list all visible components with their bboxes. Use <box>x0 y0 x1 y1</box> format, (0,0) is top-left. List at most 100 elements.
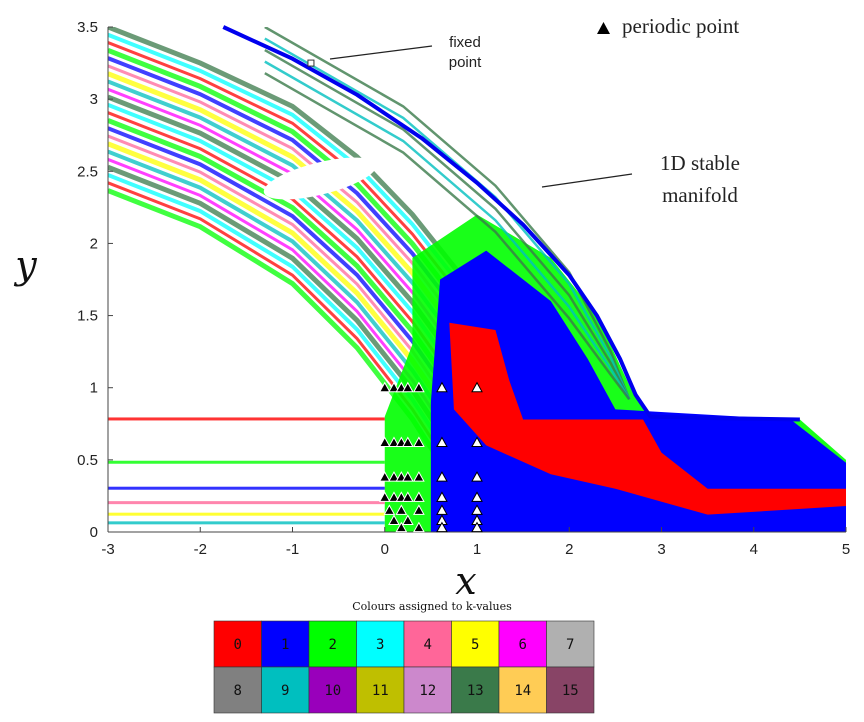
periodic-point-marker <box>401 491 414 502</box>
basin-streak <box>108 417 385 421</box>
legend-label: periodic point <box>622 14 739 38</box>
periodic-point-marker <box>413 471 425 482</box>
periodic-point-marker <box>388 381 400 393</box>
periodic-point-marker <box>436 436 448 448</box>
x-tick-label: 1 <box>473 541 481 558</box>
periodic-point-marker <box>395 521 408 533</box>
colorbar-cell-label: 1 <box>281 637 289 653</box>
basin-band <box>264 27 631 400</box>
colorbar-cell <box>261 666 310 714</box>
periodic-point-marker <box>401 436 414 448</box>
fixed-point-label-line1: fixed <box>449 34 481 51</box>
x-tick-label: -3 <box>101 541 114 558</box>
colorbar-cell-label: 9 <box>281 683 289 699</box>
basin-band <box>264 72 631 401</box>
periodic-point-marker <box>401 471 414 482</box>
periodic-point-marker <box>413 381 425 393</box>
colorbar-cell <box>451 666 500 714</box>
periodic-point-marker <box>471 381 483 393</box>
periodic-point-marker <box>413 504 425 515</box>
y-tick-label: 0.5 <box>77 452 98 469</box>
colorbar-cell <box>356 666 405 714</box>
colorbar-cell-label: 8 <box>234 683 242 699</box>
periodic-point-marker <box>471 471 483 482</box>
basin-band <box>264 37 631 400</box>
periodic-point-marker <box>388 491 400 502</box>
x-tick-label: 3 <box>657 541 665 558</box>
basin-streak <box>108 512 385 516</box>
colorbar-cells: 0 1 2 3 4 5 6 78 9 10 11 12 13 14 15 <box>213 620 595 714</box>
colorbar-title: Colours assigned to k-values <box>352 600 512 613</box>
colorbar-cell-label: 14 <box>514 683 531 699</box>
colorbar-cell-label: 5 <box>471 637 479 653</box>
basin-streak <box>108 486 385 490</box>
colorbar-cell-label: 11 <box>372 683 389 699</box>
manifold-annotation: 1D stable manifold <box>541 151 740 207</box>
y-tick-label: 0 <box>90 524 98 541</box>
colorbar-cell-label: 2 <box>329 637 337 653</box>
colorbar-cell <box>356 620 405 668</box>
manifold-label-line1: 1D stable <box>660 151 740 175</box>
colorbar-cell-label: 13 <box>467 683 484 699</box>
colorbar-cell <box>546 620 595 668</box>
x-tick-label: -2 <box>194 541 207 558</box>
colorbar-cell-label: 15 <box>562 683 579 699</box>
basin-streak <box>108 501 385 505</box>
periodic-point-marker <box>378 436 391 448</box>
colorbar-cell <box>498 620 547 668</box>
periodic-point-marker <box>471 491 483 502</box>
y-tick-label: 1 <box>90 380 98 397</box>
fixed-point-pointer <box>329 45 433 60</box>
y-tick-label: 3 <box>90 91 98 108</box>
basin-region <box>449 322 846 515</box>
x-tick-label: 2 <box>565 541 573 558</box>
x-tick-label: 4 <box>750 541 758 558</box>
y-tick-label: 3.5 <box>77 19 98 36</box>
periodic-point-marker <box>436 491 448 502</box>
colorbar-cell-label: 7 <box>566 637 574 653</box>
x-tick-label: -1 <box>286 541 299 558</box>
periodic-point-marker <box>471 521 483 533</box>
periodic-point-marker <box>378 381 391 393</box>
periodic-point-marker <box>388 471 400 482</box>
colorbar-cell-label: 4 <box>424 637 432 653</box>
colorbar-cell-label: 0 <box>234 637 242 653</box>
periodic-point-marker <box>436 381 448 393</box>
stable-manifold-curve <box>222 25 800 422</box>
basin-regions <box>108 27 846 532</box>
fixed-point-label-line2: point <box>449 54 482 71</box>
legend-triangle-icon <box>597 22 610 34</box>
periodic-point-marker <box>388 436 400 448</box>
manifold-pointer <box>541 173 633 188</box>
fixed-point-marker <box>307 59 315 67</box>
legend: periodic point <box>597 14 739 38</box>
periodic-point-marker <box>413 491 425 502</box>
periodic-point-marker <box>395 504 408 515</box>
basin-band <box>264 49 631 400</box>
x-tick-label: 5 <box>842 541 850 558</box>
periodic-point-marker <box>401 514 414 525</box>
periodic-point-marker <box>388 514 400 525</box>
y-axis-label: y <box>13 243 37 287</box>
periodic-point-marker <box>378 471 391 482</box>
periodic-points-layer <box>378 381 483 533</box>
colorbar: Colours assigned to k-values 0 1 2 3 4 5 6 78 9 1… <box>213 600 595 714</box>
periodic-point-marker <box>383 504 396 515</box>
x-axis-label: x <box>455 559 476 603</box>
y-tick-label: 2.5 <box>77 163 98 180</box>
y-tick-label: 1.5 <box>77 308 98 325</box>
x-ticks: -3 -2 -1 0 1 2 3 4 5 <box>101 527 850 558</box>
basin-streak <box>108 521 385 525</box>
basin-band <box>264 60 631 400</box>
basin-streak <box>108 460 385 464</box>
colorbar-cell <box>546 666 595 714</box>
periodic-point-marker <box>401 381 414 393</box>
manifold-label-line2: manifold <box>662 183 738 207</box>
fixed-point-annotation: fixed point <box>329 34 482 71</box>
stable-manifold-layer <box>222 25 800 422</box>
periodic-point-marker <box>471 436 483 448</box>
colorbar-cell-label: 10 <box>324 683 341 699</box>
periodic-point-marker <box>413 436 425 448</box>
y-ticks: 0 0.5 1 1.5 2 2.5 3 3.5 <box>77 19 113 541</box>
